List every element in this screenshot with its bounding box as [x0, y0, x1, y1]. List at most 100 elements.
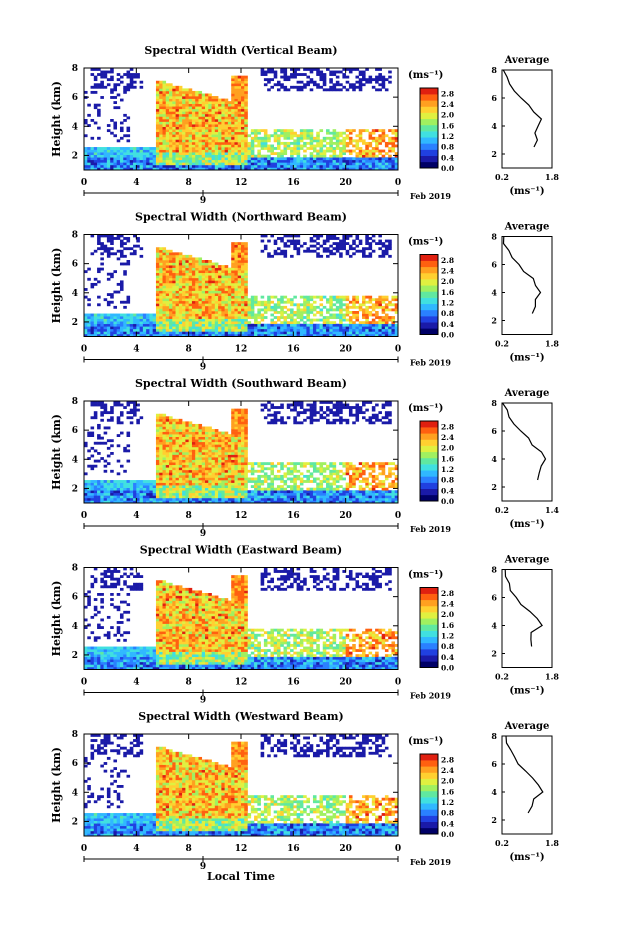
heatmap-cell [385, 240, 389, 243]
heatmap-cell [274, 160, 278, 163]
heatmap-cell [97, 152, 101, 155]
heatmap-cell [149, 493, 153, 496]
heatmap-cell [349, 157, 353, 160]
heatmap-cell [257, 326, 261, 329]
heatmap-cell [251, 298, 255, 301]
heatmap-cell [208, 465, 212, 468]
heatmap-cell [185, 455, 189, 458]
heatmap-cell [107, 495, 111, 498]
heatmap-cell [176, 91, 180, 94]
y-tick-label: 8 [72, 231, 78, 241]
heatmap-cell [244, 275, 248, 278]
heatmap-cell [84, 493, 88, 496]
heatmap-cell [198, 449, 202, 452]
heatmap-cell [198, 452, 202, 455]
heatmap-cell [228, 308, 232, 311]
heatmap-cell [176, 114, 180, 117]
heatmap-cell [293, 242, 297, 245]
heatmap-cell [212, 467, 216, 470]
heatmap-cell [198, 432, 202, 435]
heatmap-cell [100, 162, 104, 165]
heatmap-cell [113, 162, 117, 165]
heatmap-cell [241, 111, 245, 114]
heatmap-cell [277, 324, 281, 327]
heatmap-cell [195, 142, 199, 145]
heatmap-cell [87, 278, 91, 281]
heatmap-cell [231, 101, 235, 104]
heatmap-cell [123, 488, 127, 491]
heatmap-cell [205, 485, 209, 488]
heatmap-cell [300, 86, 304, 89]
heatmap-cell [166, 306, 170, 309]
heatmap-cell [110, 321, 114, 324]
heatmap-cell [123, 326, 127, 329]
heatmap-cell [300, 129, 304, 132]
heatmap-cell [94, 480, 98, 483]
heatmap-cell [185, 288, 189, 291]
heatmap-cell [372, 240, 376, 243]
heatmap-cell [179, 434, 183, 437]
heatmap-cell [133, 414, 137, 417]
heatmap-cell [238, 124, 242, 127]
heatmap-cell [130, 78, 134, 81]
heatmap-cell [156, 449, 160, 452]
heatmap-cell [110, 147, 114, 150]
heatmap-cell [163, 314, 167, 317]
heatmap-cell [169, 493, 173, 496]
heatmap-cell [166, 460, 170, 463]
heatmap-cell [212, 283, 216, 286]
heatmap-cell [185, 260, 189, 263]
heatmap-cell [212, 483, 216, 486]
heatmap-cell [313, 314, 317, 317]
heatmap-cell [123, 480, 127, 483]
heatmap-cell [391, 142, 395, 145]
heatmap-cell [218, 306, 222, 309]
heatmap-cell [192, 155, 196, 158]
heatmap-cell [94, 147, 98, 150]
heatmap-cell [172, 127, 176, 130]
heatmap-cell [238, 242, 242, 245]
heatmap-cell [202, 439, 206, 442]
heatmap-cell [238, 324, 242, 327]
heatmap-cell [159, 278, 163, 281]
heatmap-cell [264, 301, 268, 304]
heatmap-cell [372, 326, 376, 329]
heatmap-cell [185, 101, 189, 104]
heatmap-cell [359, 71, 363, 74]
heatmap-cell [107, 303, 111, 306]
heatmap-cell [208, 283, 212, 286]
heatmap-cell [182, 160, 186, 163]
heatmap-cell [110, 331, 114, 334]
heatmap-cell [326, 311, 330, 314]
heatmap-cell [149, 329, 153, 332]
heatmap-cell [192, 490, 196, 493]
heatmap-cell [149, 495, 153, 498]
heatmap-cell [189, 449, 193, 452]
heatmap-cell [274, 252, 278, 255]
heatmap-cell [218, 109, 222, 112]
heatmap-cell [156, 96, 160, 99]
heatmap-cell [195, 106, 199, 109]
heatmap-cell [270, 308, 274, 311]
heatmap-cell [208, 109, 212, 112]
heatmap-cell [238, 301, 242, 304]
heatmap-cell [378, 255, 382, 258]
heatmap-cell [208, 452, 212, 455]
heatmap-cell [169, 122, 173, 125]
heatmap-cell [320, 71, 324, 74]
heatmap-cell [100, 493, 104, 496]
heatmap-cell [179, 326, 183, 329]
heatmap-cell [84, 150, 88, 153]
y-tick-label: 4 [72, 289, 78, 299]
heatmap-cell [359, 134, 363, 137]
heatmap-cell [133, 480, 137, 483]
heatmap-cell [205, 101, 209, 104]
heatmap-cell [355, 329, 359, 332]
heatmap-cell [156, 493, 160, 496]
heatmap-cell [244, 308, 248, 311]
heatmap-cell [369, 132, 373, 135]
heatmap-cell [244, 129, 248, 132]
heatmap-cell [156, 165, 160, 168]
heatmap-cell [166, 270, 170, 273]
heatmap-cell [166, 124, 170, 127]
